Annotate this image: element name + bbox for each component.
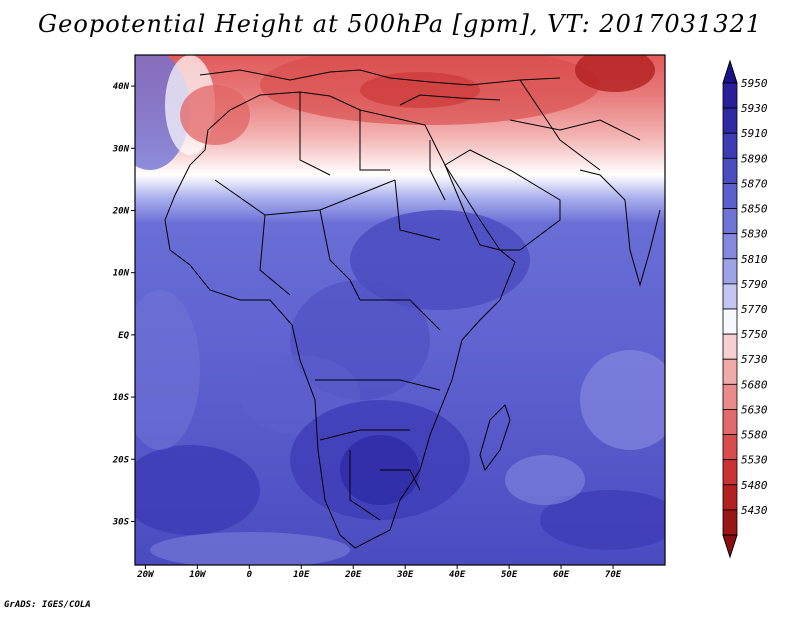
colorbar-label: 5730 (741, 353, 768, 366)
colorbar-label: 5480 (741, 479, 768, 492)
lat-label: 30N (112, 144, 130, 154)
colorbar-swatch (722, 333, 738, 360)
colorbar-swatch (722, 208, 738, 235)
colorbar-top-arrow (722, 59, 738, 84)
lat-label: 10N (113, 269, 130, 279)
height-field (135, 55, 665, 565)
colorbar-label: 5680 (741, 378, 768, 391)
colorbar-swatch (722, 409, 738, 435)
colorbar-label: 5790 (741, 278, 768, 291)
colorbar-label: 5890 (741, 152, 768, 165)
lon-label: 70E (605, 570, 622, 580)
colorbar-label: 5430 (741, 504, 768, 517)
colorbar-label: 5750 (741, 328, 768, 341)
colorbar-label: 5770 (741, 303, 768, 316)
colorbar-swatch (722, 484, 738, 511)
colorbar-swatch (722, 132, 738, 159)
colorbar-swatch (722, 459, 738, 486)
colorbar-label: 5530 (741, 454, 768, 467)
lon-label: 20W (136, 570, 155, 580)
colorbar-swatch (722, 157, 738, 184)
colorbar-swatch (722, 233, 738, 260)
lon-label: 40E (449, 570, 466, 580)
lat-label: 40N (113, 82, 130, 92)
colorbar-swatch (722, 509, 738, 536)
lon-label: 10E (293, 570, 310, 580)
colorbar-label: 5810 (741, 253, 768, 266)
lat-label: 30S (112, 517, 130, 527)
longitude-labels: 20W 10W 0 10E 20E 30E 40E 50E 60E 70E (136, 565, 622, 580)
credit-label: GrADS: IGES/COLA (4, 600, 91, 610)
lat-label: EQ (118, 331, 129, 341)
lat-label: 20S (112, 455, 130, 465)
colorbar-swatch (722, 283, 738, 310)
colorbar-swatch (722, 258, 738, 285)
map-frame (134, 54, 666, 566)
lon-label: 50E (501, 570, 518, 580)
colorbar-swatch (722, 107, 738, 134)
lon-label: 10W (189, 570, 207, 580)
colorbar-swatch (722, 82, 738, 109)
lon-label: 0 (247, 570, 253, 580)
chart-title: Geopotential Height at 500hPa [gpm], VT:… (38, 10, 762, 38)
colorbar-label: 5910 (741, 127, 768, 140)
colorbar-label: 5930 (741, 102, 768, 115)
colorbar-bottom-arrow (722, 534, 738, 559)
lat-label: 20N (112, 206, 130, 216)
lon-label: 20E (344, 570, 362, 580)
colorbar-label: 5870 (741, 177, 768, 190)
colorbar-label: 5830 (741, 228, 768, 241)
colorbar-label: 5850 (741, 203, 768, 216)
lon-label: 60E (553, 570, 570, 580)
colorbar-swatch (722, 183, 738, 209)
lat-label: 10S (113, 393, 130, 403)
colorbar-swatch (722, 358, 738, 385)
colorbar-label: 5580 (741, 429, 768, 442)
colorbar-label: 5630 (741, 403, 768, 416)
colorbar-label: 5950 (741, 77, 768, 90)
colorbar-swatch (722, 308, 738, 335)
colorbar-swatch (722, 383, 738, 410)
colorbar-swatch (722, 434, 738, 461)
lon-label: 30E (396, 570, 414, 580)
latitude-labels: 40N 30N 20N 10N EQ 10S 20S 30S (112, 82, 135, 527)
colorbar: 5950 5930 5910 5890 5870 5850 5830 5810 5790 5770… (722, 59, 768, 559)
coastlines (164, 69, 661, 549)
